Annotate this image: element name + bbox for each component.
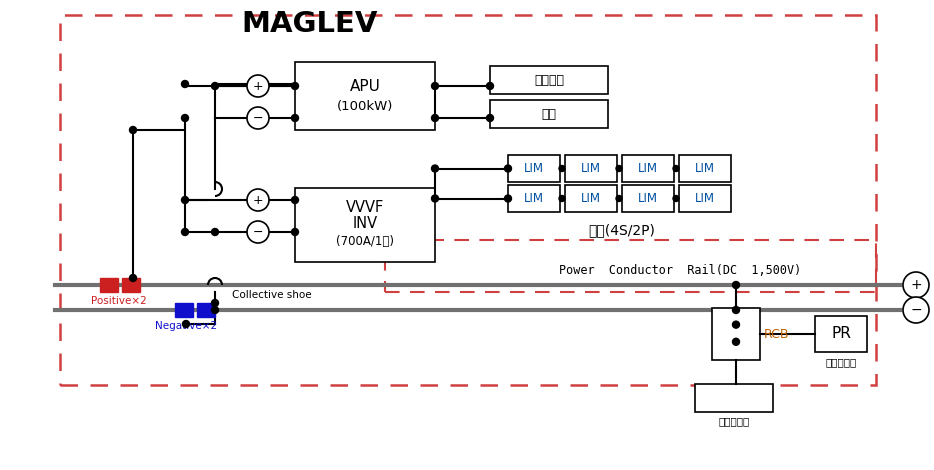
- Bar: [60, 15, 876, 385]
- Bar: [100, 278, 118, 292]
- Bar: [679, 155, 731, 182]
- Text: APU: APU: [349, 78, 380, 94]
- Circle shape: [247, 75, 269, 97]
- Circle shape: [732, 338, 740, 345]
- Circle shape: [432, 115, 438, 122]
- Text: LIM: LIM: [581, 162, 601, 175]
- Text: PR: PR: [831, 327, 851, 342]
- Text: 추진(4S/2P): 추진(4S/2P): [588, 223, 656, 237]
- Text: INV: INV: [352, 216, 377, 230]
- Bar: [565, 185, 617, 212]
- Text: RCB: RCB: [764, 328, 789, 340]
- Circle shape: [291, 228, 299, 235]
- Circle shape: [247, 107, 269, 129]
- Circle shape: [732, 321, 740, 328]
- Circle shape: [130, 274, 136, 282]
- Text: MAGLEV: MAGLEV: [242, 10, 378, 38]
- Text: 부상: 부상: [542, 108, 557, 120]
- Bar: [122, 278, 140, 292]
- Bar: [385, 240, 876, 292]
- Circle shape: [616, 165, 622, 172]
- Bar: [679, 185, 731, 212]
- Circle shape: [487, 115, 493, 122]
- Text: LIM: LIM: [695, 192, 715, 205]
- Circle shape: [291, 83, 299, 89]
- Circle shape: [504, 165, 512, 172]
- Text: (700A/1량): (700A/1량): [336, 235, 394, 248]
- Circle shape: [673, 165, 679, 172]
- Text: +: +: [253, 194, 263, 206]
- Text: +: +: [911, 278, 922, 292]
- Circle shape: [211, 83, 219, 89]
- Text: +: +: [253, 79, 263, 93]
- Circle shape: [247, 189, 269, 211]
- Text: LIM: LIM: [524, 192, 544, 205]
- Text: −: −: [253, 226, 263, 238]
- Circle shape: [247, 221, 269, 243]
- Bar: [490, 100, 608, 128]
- Bar: [197, 303, 215, 317]
- Circle shape: [616, 196, 622, 202]
- Circle shape: [487, 83, 493, 89]
- Text: LIM: LIM: [638, 192, 658, 205]
- Circle shape: [732, 282, 740, 289]
- Text: −: −: [911, 303, 922, 317]
- Circle shape: [903, 272, 929, 298]
- Text: Collective shoe: Collective shoe: [232, 290, 312, 300]
- Bar: [712, 308, 760, 360]
- Bar: [622, 185, 674, 212]
- Circle shape: [181, 228, 189, 235]
- Circle shape: [903, 297, 929, 323]
- Bar: [815, 316, 867, 352]
- Text: Negative×2: Negative×2: [155, 321, 217, 331]
- Bar: [508, 155, 560, 182]
- Circle shape: [211, 306, 219, 313]
- Circle shape: [182, 321, 190, 328]
- Bar: [490, 66, 608, 94]
- Text: LIM: LIM: [581, 192, 601, 205]
- Circle shape: [732, 306, 740, 313]
- Text: 호환저항기: 호환저항기: [718, 416, 750, 426]
- Circle shape: [432, 195, 438, 202]
- Bar: [695, 384, 773, 412]
- Bar: [508, 185, 560, 212]
- Text: LIM: LIM: [524, 162, 544, 175]
- Text: 호환트러이: 호환트러이: [826, 357, 856, 367]
- Circle shape: [211, 299, 219, 306]
- Bar: [295, 188, 435, 262]
- Bar: [175, 303, 193, 317]
- Circle shape: [559, 196, 565, 202]
- Circle shape: [130, 126, 136, 133]
- Text: (100kW): (100kW): [337, 100, 393, 112]
- Circle shape: [181, 115, 189, 122]
- Circle shape: [673, 196, 679, 202]
- Text: LIM: LIM: [638, 162, 658, 175]
- Circle shape: [504, 195, 512, 202]
- Circle shape: [432, 165, 438, 172]
- Text: VVVF: VVVF: [346, 199, 384, 214]
- Circle shape: [181, 196, 189, 204]
- Bar: [295, 62, 435, 130]
- Text: 소사전원: 소사전원: [534, 73, 564, 86]
- Bar: [622, 155, 674, 182]
- Circle shape: [291, 115, 299, 122]
- Text: Positive×2: Positive×2: [92, 296, 147, 306]
- Text: LIM: LIM: [695, 162, 715, 175]
- Circle shape: [291, 196, 299, 204]
- Circle shape: [559, 165, 565, 172]
- Text: Power  Conductor  Rail(DC  1,500V): Power Conductor Rail(DC 1,500V): [559, 264, 801, 277]
- Circle shape: [181, 80, 189, 87]
- Circle shape: [211, 228, 219, 235]
- Circle shape: [432, 83, 438, 89]
- Text: −: −: [253, 111, 263, 125]
- Bar: [565, 155, 617, 182]
